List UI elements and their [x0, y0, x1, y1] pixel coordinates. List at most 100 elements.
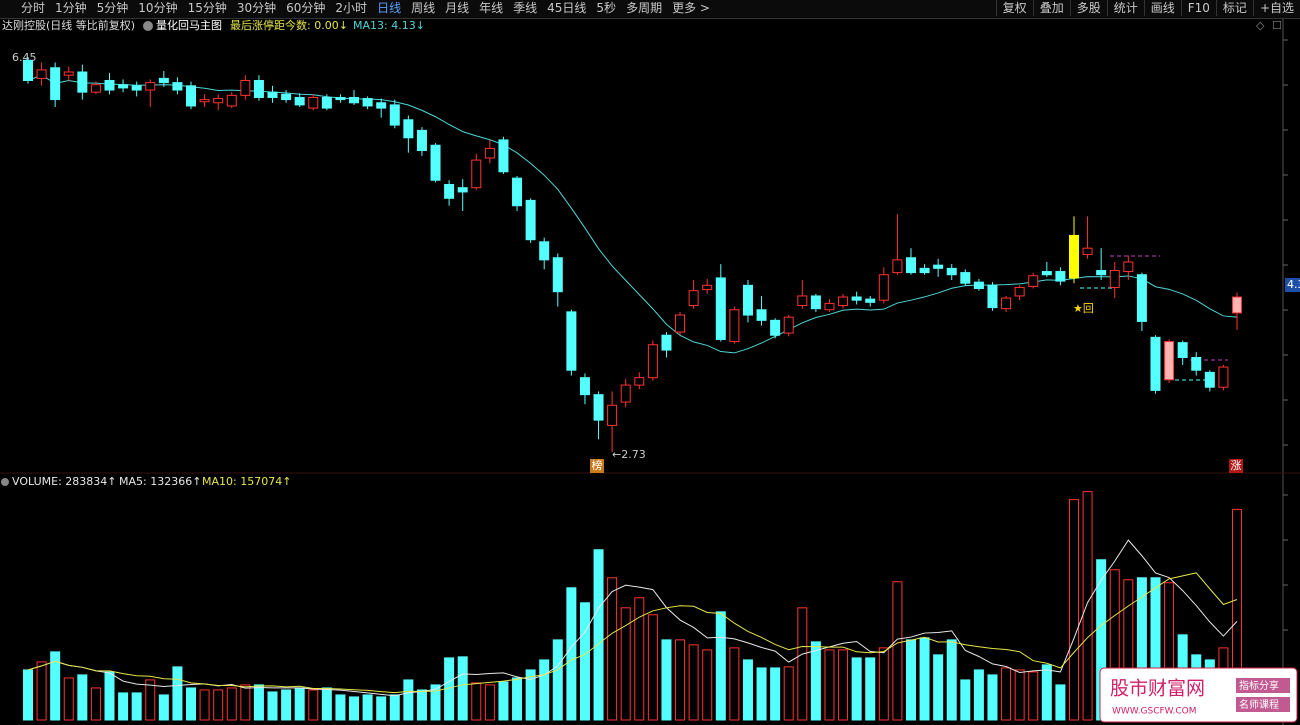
candle-body — [1028, 275, 1039, 287]
volume-bar — [1082, 491, 1093, 721]
candle-body — [579, 377, 590, 396]
ma5-label: MA5: 132366↑ — [119, 475, 201, 488]
period-tab[interactable]: 多周期 — [626, 1, 663, 15]
volume-bar — [892, 581, 903, 721]
volume-bar — [783, 666, 794, 721]
settings-icon[interactable]: ☐ — [1272, 19, 1282, 32]
period-tab[interactable]: 5秒 — [596, 1, 617, 15]
candle-body — [1055, 271, 1066, 282]
candle-body — [1136, 274, 1147, 322]
candle-body — [1232, 296, 1242, 314]
period-tab[interactable]: 5分钟 — [96, 1, 129, 15]
candle-body — [498, 139, 509, 173]
candle-body — [145, 82, 156, 91]
period-tab[interactable]: 45日线 — [547, 1, 587, 15]
watermark-tag-bg — [1236, 697, 1290, 712]
candle-body — [226, 94, 237, 107]
tool-tab[interactable]: 统计 — [1106, 0, 1144, 16]
stock-name: 达刚控股(日线 等比前复权) — [2, 18, 135, 32]
volume-bar — [267, 691, 278, 721]
candle-body — [90, 84, 101, 93]
tool-tab[interactable]: F10 — [1180, 0, 1216, 16]
period-tab[interactable]: 2小时 — [335, 1, 368, 15]
candle-body — [702, 284, 713, 291]
candle-body — [824, 302, 835, 311]
volume-bar — [1041, 664, 1052, 721]
candle-body — [770, 319, 781, 336]
volume-bar — [512, 677, 523, 721]
volume-bar — [226, 687, 237, 721]
volume-bar — [403, 679, 414, 721]
candle-body — [1123, 261, 1134, 273]
volume-bar — [579, 602, 590, 721]
candle-body — [797, 295, 808, 306]
candle-body — [539, 241, 550, 261]
tool-tabs: 复权 叠加 多股 统计 画线 F10 标记 +自选 — [995, 0, 1300, 16]
candle-body — [933, 264, 944, 269]
tool-tab[interactable]: 画线 — [1143, 0, 1181, 16]
volume-bar — [118, 692, 129, 721]
volume-bar — [416, 689, 427, 721]
volume-bar — [675, 639, 686, 721]
period-tab[interactable]: 10分钟 — [138, 1, 178, 15]
period-tab[interactable]: 1分钟 — [55, 1, 87, 15]
period-tab[interactable]: 更多 > — [672, 1, 710, 15]
volume-bar — [607, 577, 618, 721]
volume-bar — [905, 639, 916, 721]
volume-bar — [960, 679, 971, 721]
candle-body — [63, 71, 74, 76]
volume-bar — [158, 694, 169, 721]
volume-bar — [63, 677, 74, 721]
volume-bar — [987, 674, 998, 721]
period-tab[interactable]: 分时 — [21, 1, 46, 15]
period-tab[interactable]: 30分钟 — [236, 1, 277, 15]
tool-tab[interactable]: 标记 — [1215, 0, 1253, 16]
candle-body — [77, 71, 88, 93]
tool-tab[interactable]: 叠加 — [1032, 0, 1070, 16]
candle-body — [253, 79, 264, 98]
period-tab[interactable]: 15分钟 — [187, 1, 227, 15]
volume-bar — [240, 684, 251, 721]
period-tab[interactable]: 年线 — [479, 1, 504, 15]
candle-body — [878, 274, 889, 301]
candle-body — [783, 316, 794, 334]
candle-body — [240, 79, 251, 96]
period-tab[interactable]: 日线 — [377, 1, 402, 15]
volume-bar — [50, 651, 61, 721]
volume-bar — [647, 614, 658, 721]
volume-bar — [23, 669, 33, 721]
candle-body — [810, 295, 821, 310]
candle-body — [172, 82, 183, 91]
candle-body — [199, 99, 210, 103]
candle-body — [267, 91, 278, 98]
volume-bar — [620, 607, 631, 721]
tool-tab[interactable]: 多股 — [1069, 0, 1107, 16]
tool-tab[interactable]: +自选 — [1252, 0, 1300, 16]
volume-bar — [702, 649, 713, 721]
tool-tab[interactable]: 复权 — [995, 0, 1033, 16]
volume-bar — [131, 692, 142, 721]
volume-bar — [335, 694, 346, 721]
volume-bar — [634, 597, 645, 721]
candle-body — [213, 98, 224, 104]
badge-bg — [1229, 459, 1243, 473]
candle-body — [1164, 341, 1175, 381]
watermark-tag: 名师课程 — [1239, 698, 1279, 711]
candle-body — [362, 98, 373, 107]
period-tab[interactable]: 月线 — [445, 1, 470, 15]
candle-body — [525, 199, 536, 241]
volume-bar — [77, 674, 88, 721]
candle-body — [186, 85, 197, 107]
volume-bar — [838, 649, 849, 721]
period-tab[interactable]: 60分钟 — [286, 1, 326, 15]
indicator-icon — [143, 21, 153, 31]
ma13-line — [27, 74, 1238, 354]
volume-bar — [389, 694, 400, 721]
candle-body — [919, 267, 930, 274]
candle-body — [430, 144, 441, 181]
period-tab[interactable]: 周线 — [411, 1, 436, 15]
candle-body — [973, 281, 984, 290]
volume-bar — [457, 656, 468, 721]
period-tab[interactable]: 季线 — [513, 1, 538, 15]
